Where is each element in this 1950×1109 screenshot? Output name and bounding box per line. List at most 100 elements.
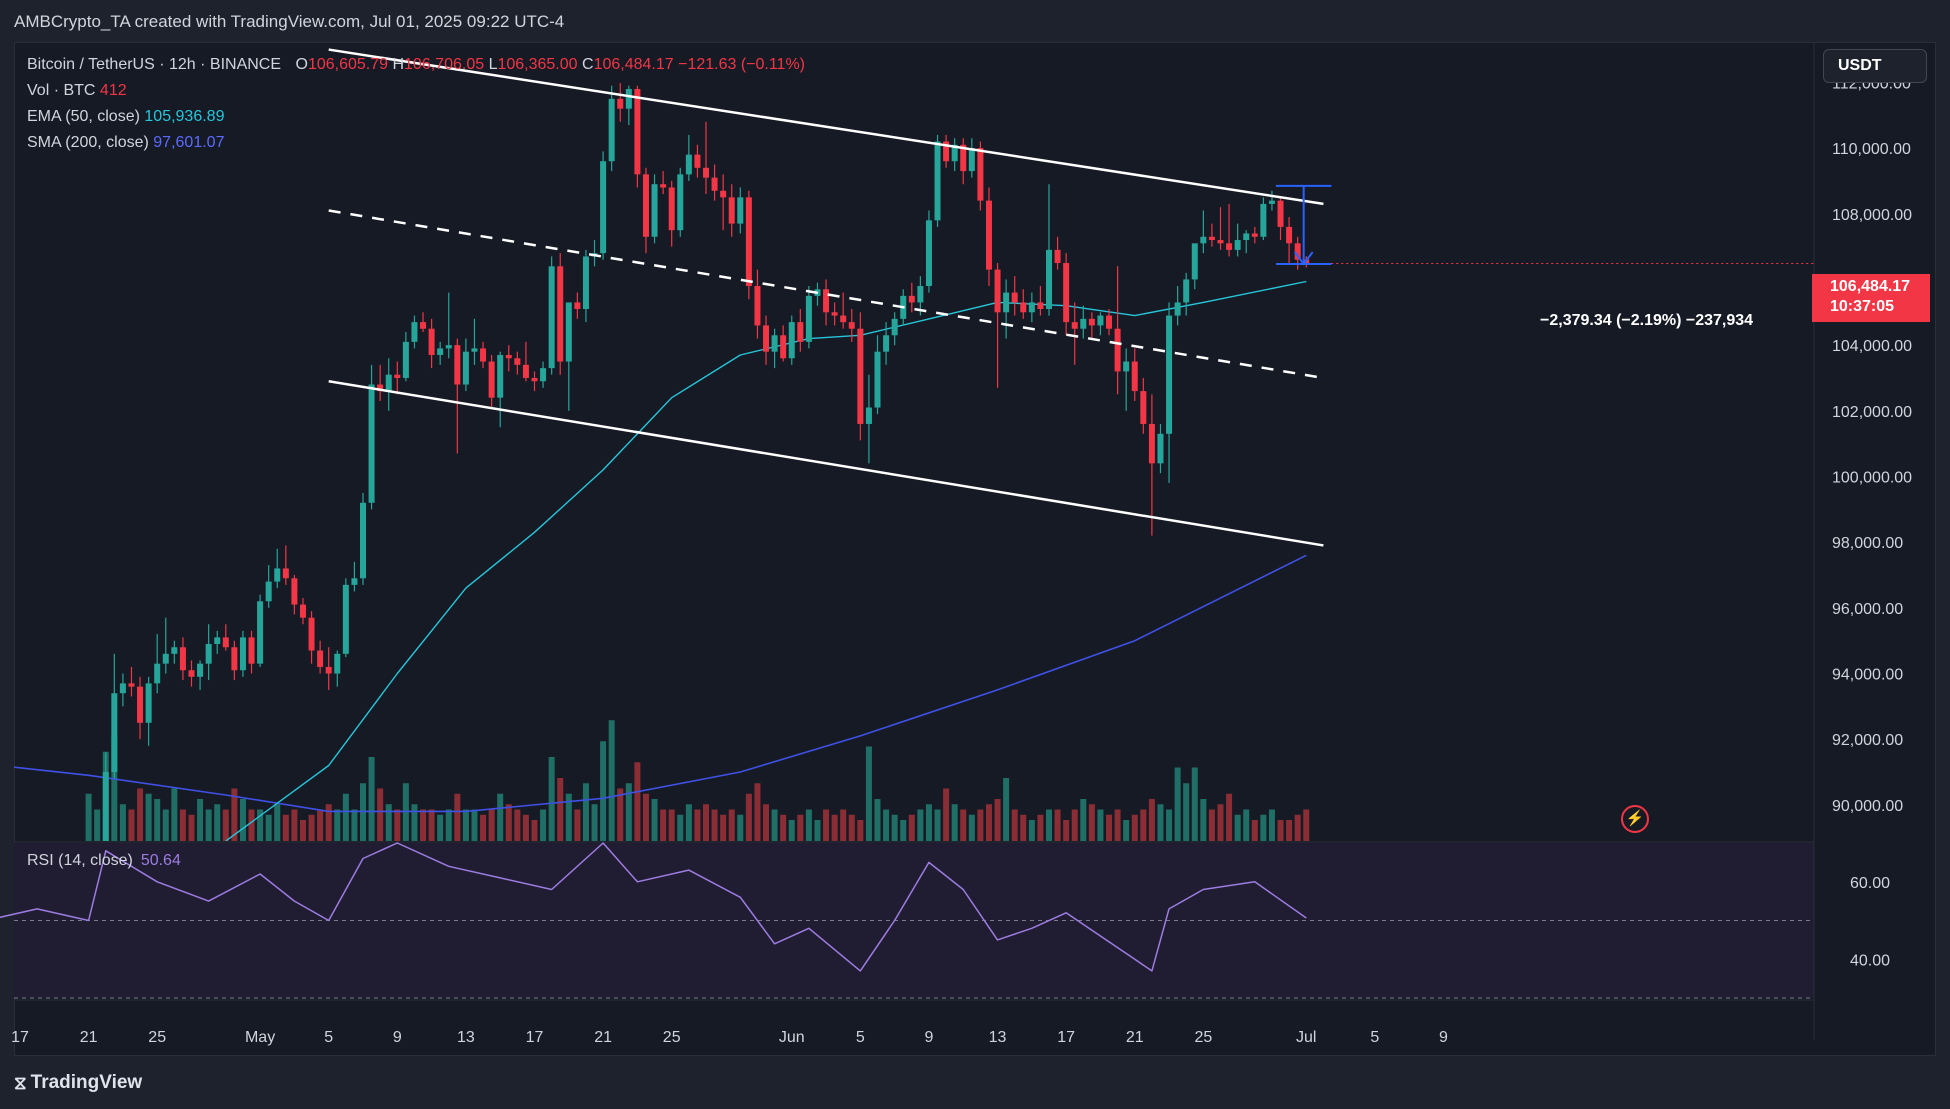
descending-channel[interactable] <box>328 48 1324 547</box>
volume-bar <box>428 809 435 841</box>
price-tick-label: 108,000.00 <box>1832 207 1912 224</box>
candle-body <box>677 174 684 231</box>
candle-body <box>1200 236 1207 244</box>
candle-body <box>145 683 152 723</box>
candle-body <box>325 666 332 674</box>
measure-arrow-icon <box>1293 251 1314 266</box>
volume-bar <box>497 793 504 841</box>
volume-bar <box>231 788 238 841</box>
volume-bar <box>574 809 581 841</box>
candle-body <box>823 289 830 313</box>
last-price-tag: 106,484.17 10:37:05 <box>1812 274 1930 322</box>
price-axis[interactable]: 112,000.00110,000.00108,000.00106,000.00… <box>1832 75 1912 969</box>
candle-body <box>137 686 144 723</box>
candle-body <box>917 286 924 303</box>
candle-body <box>1054 249 1061 264</box>
volume-bar <box>1183 783 1190 841</box>
candle-body <box>994 269 1001 313</box>
last-price-value: 106,484.17 <box>1830 278 1911 295</box>
time-axis[interactable]: 17 21 25 May 5 9 13 17 21 25 Jun 5 9 13 17 21 25 Jul 5 9 <box>11 1029 1448 1046</box>
rsi-label: RSI (14, close) <box>27 852 133 869</box>
volume-bar <box>179 809 186 841</box>
lightning-icon[interactable]: ⚡ <box>1621 805 1649 833</box>
candle-body <box>385 374 392 392</box>
price-tick-label: 96,000.00 <box>1832 601 1903 618</box>
volume-bar <box>1157 804 1164 841</box>
candle-body <box>1097 315 1104 326</box>
ema-50-line <box>225 280 1307 841</box>
candle-body <box>1080 318 1087 329</box>
candle-body <box>720 190 727 198</box>
rsi-tick-label: 60.00 <box>1850 875 1890 892</box>
volume-bar <box>1166 809 1173 841</box>
quote-currency-button[interactable]: USDT <box>1823 49 1927 83</box>
volume-bar <box>994 799 1001 841</box>
candle-body <box>780 335 787 359</box>
volume-bar <box>239 799 246 841</box>
volume-bar <box>1080 799 1087 841</box>
candle-body <box>231 647 238 671</box>
candle-body <box>1106 315 1113 329</box>
time-tick-label: 9 <box>1439 1029 1448 1046</box>
candlesticks <box>102 83 1814 841</box>
volume-bar <box>480 814 487 841</box>
candle-body <box>737 197 744 224</box>
price-tick-label: 98,000.00 <box>1832 535 1903 552</box>
volume-bar <box>1217 804 1224 841</box>
candle-body <box>222 637 229 648</box>
candle-body <box>1191 243 1198 280</box>
volume-bar <box>943 788 950 841</box>
candle-body <box>1268 200 1275 204</box>
tradingview-logo[interactable]: ⧖ TradingView <box>14 1072 142 1094</box>
volume-bar <box>711 809 718 841</box>
candle-body <box>771 335 778 352</box>
volume-bar <box>1114 809 1121 841</box>
volume-bar <box>857 820 864 841</box>
volume-bar <box>368 757 375 841</box>
candle-body <box>565 302 572 362</box>
volume-bar <box>1028 820 1035 841</box>
volume-bar <box>823 809 830 841</box>
volume-bar <box>1303 809 1310 841</box>
candle-body <box>1226 243 1233 250</box>
volume-bar <box>985 804 992 841</box>
volume-bar <box>1106 814 1113 841</box>
candle-body <box>282 568 289 579</box>
bar-countdown: 10:37:05 <box>1830 298 1895 315</box>
volume-bar <box>557 778 564 841</box>
volume-bar <box>317 809 324 841</box>
candle-body <box>514 358 521 365</box>
volume-bar <box>1123 820 1130 841</box>
candle-body <box>291 578 298 605</box>
candle-body <box>197 663 204 677</box>
candle-body <box>668 187 675 231</box>
volume-bar <box>883 809 890 841</box>
volume-bars <box>85 720 1310 841</box>
candle-body <box>600 161 607 254</box>
volume-bar <box>720 814 727 841</box>
volume-bar <box>299 820 306 841</box>
price-tick-label: 100,000.00 <box>1832 469 1912 486</box>
volume-bar <box>1097 809 1104 841</box>
candle-body <box>702 167 710 178</box>
rsi-path <box>0 842 1307 972</box>
candle-body <box>1037 302 1044 309</box>
volume-bar <box>1243 809 1250 841</box>
time-tick-label: 5 <box>856 1029 865 1046</box>
candle-body <box>540 368 547 382</box>
candle-body <box>239 637 246 671</box>
measure-tool[interactable] <box>1275 184 1332 266</box>
volume-bar <box>1140 809 1147 841</box>
candle-body <box>985 200 992 270</box>
volume-bar <box>351 809 358 841</box>
candle-body <box>111 693 118 773</box>
candle-body <box>1208 236 1215 241</box>
candle-body <box>943 141 950 162</box>
volume-bar <box>505 804 512 841</box>
candle-body <box>548 266 555 369</box>
candle-body <box>1243 233 1250 241</box>
candle-body <box>342 584 349 654</box>
candle-body <box>119 683 126 694</box>
volume-bar <box>805 809 812 841</box>
